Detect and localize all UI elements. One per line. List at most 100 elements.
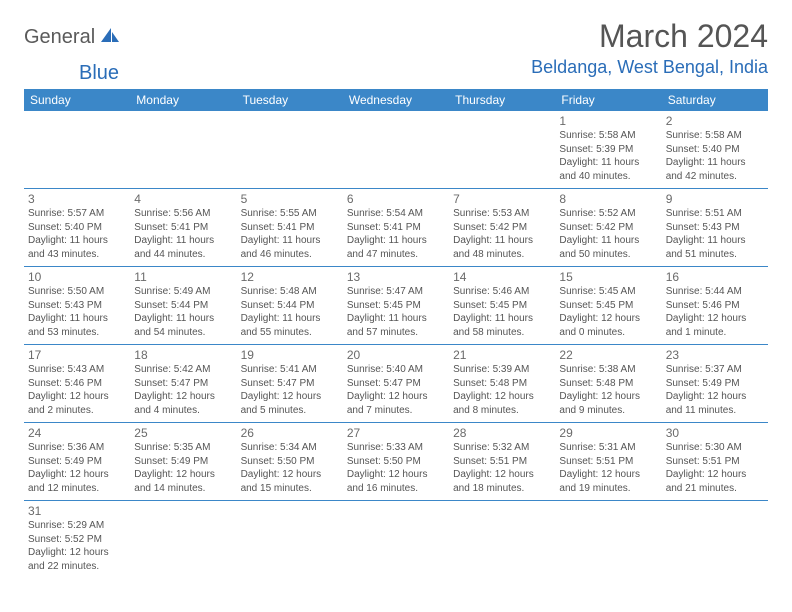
calendar-cell: 13Sunrise: 5:47 AMSunset: 5:45 PMDayligh…: [343, 267, 449, 345]
day-number: 16: [666, 270, 764, 284]
calendar-cell: 22Sunrise: 5:38 AMSunset: 5:48 PMDayligh…: [555, 345, 661, 423]
month-title: March 2024: [531, 18, 768, 55]
calendar-cell: [343, 111, 449, 189]
calendar-cell: 21Sunrise: 5:39 AMSunset: 5:48 PMDayligh…: [449, 345, 555, 423]
day-header: Friday: [555, 89, 661, 111]
day-info: Sunrise: 5:36 AMSunset: 5:49 PMDaylight:…: [28, 441, 126, 495]
calendar-cell: 20Sunrise: 5:40 AMSunset: 5:47 PMDayligh…: [343, 345, 449, 423]
calendar-cell: 30Sunrise: 5:30 AMSunset: 5:51 PMDayligh…: [662, 423, 768, 501]
calendar-cell: 2Sunrise: 5:58 AMSunset: 5:40 PMDaylight…: [662, 111, 768, 189]
day-number: 11: [134, 270, 232, 284]
calendar-cell: 31Sunrise: 5:29 AMSunset: 5:52 PMDayligh…: [24, 501, 130, 579]
day-info: Sunrise: 5:56 AMSunset: 5:41 PMDaylight:…: [134, 207, 232, 261]
calendar-cell: [343, 501, 449, 579]
logo-text-blue: Blue: [79, 62, 119, 84]
day-number: 17: [28, 348, 126, 362]
title-block: March 2024 Beldanga, West Bengal, India: [531, 18, 768, 78]
day-info: Sunrise: 5:43 AMSunset: 5:46 PMDaylight:…: [28, 363, 126, 417]
day-info: Sunrise: 5:34 AMSunset: 5:50 PMDaylight:…: [241, 441, 339, 495]
logo: General: [24, 26, 125, 49]
calendar-cell: [449, 111, 555, 189]
day-info: Sunrise: 5:41 AMSunset: 5:47 PMDaylight:…: [241, 363, 339, 417]
day-info: Sunrise: 5:37 AMSunset: 5:49 PMDaylight:…: [666, 363, 764, 417]
day-number: 9: [666, 192, 764, 206]
day-number: 12: [241, 270, 339, 284]
calendar-cell: 9Sunrise: 5:51 AMSunset: 5:43 PMDaylight…: [662, 189, 768, 267]
calendar-cell: 19Sunrise: 5:41 AMSunset: 5:47 PMDayligh…: [237, 345, 343, 423]
calendar-cell: 16Sunrise: 5:44 AMSunset: 5:46 PMDayligh…: [662, 267, 768, 345]
calendar-cell: 1Sunrise: 5:58 AMSunset: 5:39 PMDaylight…: [555, 111, 661, 189]
day-number: 29: [559, 426, 657, 440]
calendar-cell: 23Sunrise: 5:37 AMSunset: 5:49 PMDayligh…: [662, 345, 768, 423]
day-info: Sunrise: 5:42 AMSunset: 5:47 PMDaylight:…: [134, 363, 232, 417]
day-info: Sunrise: 5:58 AMSunset: 5:40 PMDaylight:…: [666, 129, 764, 183]
day-number: 13: [347, 270, 445, 284]
calendar-cell: 26Sunrise: 5:34 AMSunset: 5:50 PMDayligh…: [237, 423, 343, 501]
day-number: 4: [134, 192, 232, 206]
day-info: Sunrise: 5:33 AMSunset: 5:50 PMDaylight:…: [347, 441, 445, 495]
day-header: Saturday: [662, 89, 768, 111]
calendar-cell: [662, 501, 768, 579]
day-number: 23: [666, 348, 764, 362]
calendar-cell: [555, 501, 661, 579]
day-info: Sunrise: 5:55 AMSunset: 5:41 PMDaylight:…: [241, 207, 339, 261]
calendar-cell: [130, 501, 236, 579]
day-info: Sunrise: 5:45 AMSunset: 5:45 PMDaylight:…: [559, 285, 657, 339]
day-number: 31: [28, 504, 126, 518]
day-info: Sunrise: 5:40 AMSunset: 5:47 PMDaylight:…: [347, 363, 445, 417]
day-info: Sunrise: 5:50 AMSunset: 5:43 PMDaylight:…: [28, 285, 126, 339]
day-info: Sunrise: 5:48 AMSunset: 5:44 PMDaylight:…: [241, 285, 339, 339]
calendar-cell: 28Sunrise: 5:32 AMSunset: 5:51 PMDayligh…: [449, 423, 555, 501]
day-number: 22: [559, 348, 657, 362]
day-info: Sunrise: 5:44 AMSunset: 5:46 PMDaylight:…: [666, 285, 764, 339]
day-info: Sunrise: 5:30 AMSunset: 5:51 PMDaylight:…: [666, 441, 764, 495]
day-header: Thursday: [449, 89, 555, 111]
day-number: 1: [559, 114, 657, 128]
calendar-cell: 14Sunrise: 5:46 AMSunset: 5:45 PMDayligh…: [449, 267, 555, 345]
day-number: 18: [134, 348, 232, 362]
calendar-cell: 17Sunrise: 5:43 AMSunset: 5:46 PMDayligh…: [24, 345, 130, 423]
calendar-head: SundayMondayTuesdayWednesdayThursdayFrid…: [24, 89, 768, 111]
day-info: Sunrise: 5:29 AMSunset: 5:52 PMDaylight:…: [28, 519, 126, 573]
calendar-cell: [237, 501, 343, 579]
day-number: 28: [453, 426, 551, 440]
day-number: 15: [559, 270, 657, 284]
day-header: Sunday: [24, 89, 130, 111]
location: Beldanga, West Bengal, India: [531, 57, 768, 78]
day-info: Sunrise: 5:46 AMSunset: 5:45 PMDaylight:…: [453, 285, 551, 339]
calendar-cell: [24, 111, 130, 189]
calendar-cell: 27Sunrise: 5:33 AMSunset: 5:50 PMDayligh…: [343, 423, 449, 501]
day-number: 5: [241, 192, 339, 206]
calendar-cell: 5Sunrise: 5:55 AMSunset: 5:41 PMDaylight…: [237, 189, 343, 267]
day-header: Monday: [130, 89, 236, 111]
day-info: Sunrise: 5:32 AMSunset: 5:51 PMDaylight:…: [453, 441, 551, 495]
day-number: 7: [453, 192, 551, 206]
day-info: Sunrise: 5:35 AMSunset: 5:49 PMDaylight:…: [134, 441, 232, 495]
calendar-cell: 25Sunrise: 5:35 AMSunset: 5:49 PMDayligh…: [130, 423, 236, 501]
day-number: 25: [134, 426, 232, 440]
sail-icon: [99, 26, 121, 49]
calendar-table: SundayMondayTuesdayWednesdayThursdayFrid…: [24, 89, 768, 578]
day-info: Sunrise: 5:51 AMSunset: 5:43 PMDaylight:…: [666, 207, 764, 261]
calendar-cell: [449, 501, 555, 579]
calendar-cell: 6Sunrise: 5:54 AMSunset: 5:41 PMDaylight…: [343, 189, 449, 267]
calendar-cell: 29Sunrise: 5:31 AMSunset: 5:51 PMDayligh…: [555, 423, 661, 501]
calendar-cell: 8Sunrise: 5:52 AMSunset: 5:42 PMDaylight…: [555, 189, 661, 267]
calendar-cell: 15Sunrise: 5:45 AMSunset: 5:45 PMDayligh…: [555, 267, 661, 345]
day-number: 2: [666, 114, 764, 128]
day-number: 6: [347, 192, 445, 206]
day-header: Tuesday: [237, 89, 343, 111]
calendar-cell: 11Sunrise: 5:49 AMSunset: 5:44 PMDayligh…: [130, 267, 236, 345]
day-number: 10: [28, 270, 126, 284]
page-header: General March 2024 Beldanga, West Bengal…: [24, 18, 768, 78]
calendar-cell: 12Sunrise: 5:48 AMSunset: 5:44 PMDayligh…: [237, 267, 343, 345]
day-number: 19: [241, 348, 339, 362]
day-number: 14: [453, 270, 551, 284]
calendar-cell: [237, 111, 343, 189]
calendar-cell: [130, 111, 236, 189]
day-number: 27: [347, 426, 445, 440]
day-number: 21: [453, 348, 551, 362]
calendar-cell: 3Sunrise: 5:57 AMSunset: 5:40 PMDaylight…: [24, 189, 130, 267]
day-info: Sunrise: 5:47 AMSunset: 5:45 PMDaylight:…: [347, 285, 445, 339]
calendar-body: 1Sunrise: 5:58 AMSunset: 5:39 PMDaylight…: [24, 111, 768, 578]
